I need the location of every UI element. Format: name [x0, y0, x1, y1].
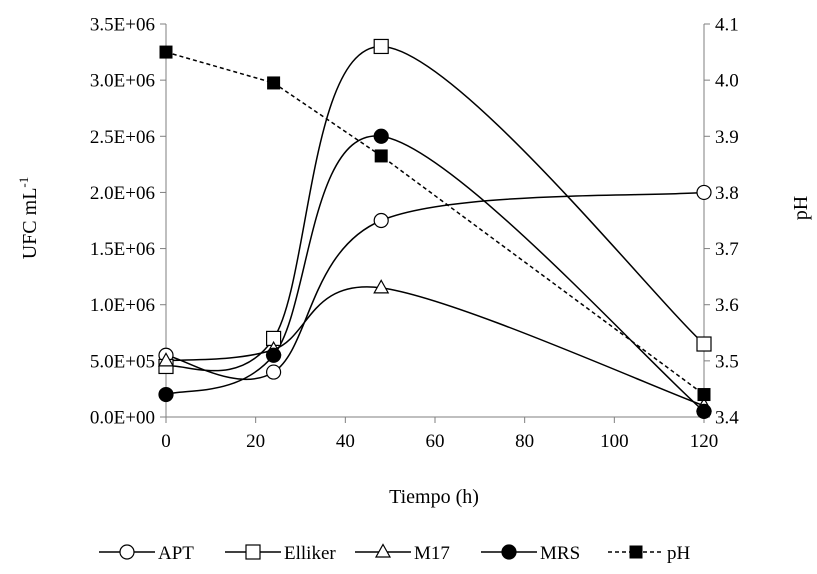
x-tick-label: 20 — [246, 431, 265, 452]
series-line-apt — [165, 191, 705, 381]
left-tick-label: 0.0E+00 — [90, 408, 155, 429]
left-y-axis-title-text: UFC mL — [19, 188, 41, 260]
x-tick-label: 60 — [426, 431, 445, 452]
legend-marker-ph — [629, 545, 643, 559]
series-markers — [157, 38, 713, 419]
data-point-elliker — [696, 336, 712, 352]
x-axis: 0 20 40 60 80 100 120 — [161, 417, 718, 452]
data-point-apt — [696, 184, 712, 201]
legend-label-ph: pH — [667, 543, 691, 564]
left-tick-label: 2.0E+06 — [90, 183, 155, 204]
legend-marker-mrs — [501, 544, 517, 560]
right-tick-label: 3.9 — [715, 127, 739, 148]
right-tick-label: 3.8 — [715, 183, 739, 204]
data-point-ph — [267, 76, 281, 90]
legend-label-apt: APT — [158, 543, 194, 564]
series-line-elliker — [165, 45, 705, 372]
legend-marker-apt — [119, 544, 135, 560]
x-tick-label: 40 — [336, 431, 355, 452]
right-tick-label: 3.4 — [715, 408, 739, 429]
legend-label-mrs: MRS — [540, 543, 580, 564]
right-y-axis: 3.4 3.5 3.6 3.7 3.8 3.9 4.0 4.1 — [704, 15, 739, 429]
series-line-mrs — [165, 135, 705, 412]
series-line-ph — [165, 51, 705, 396]
data-point-ph — [159, 45, 173, 59]
left-y-axis: 0.0E+00 5.0E+05 1.0E+06 1.5E+06 2.0E+06 2.5E+… — [90, 15, 166, 429]
data-point-m17 — [373, 279, 390, 294]
legend-marker-m17 — [374, 543, 392, 558]
left-y-axis-title-superscript: -1 — [16, 177, 31, 188]
x-tick-label: 120 — [690, 431, 719, 452]
legend-marker-elliker — [245, 544, 261, 560]
data-point-ph — [374, 149, 388, 163]
series-line-m17 — [165, 286, 705, 407]
x-tick-label: 100 — [600, 431, 629, 452]
x-axis-title: Tiempo (h) — [389, 486, 479, 508]
data-point-apt — [266, 364, 282, 380]
data-point-ph — [697, 388, 711, 402]
right-tick-label: 3.5 — [715, 351, 739, 372]
data-point-mrs — [266, 347, 282, 363]
data-point-m17 — [157, 352, 175, 367]
right-tick-label: 4.1 — [715, 15, 739, 36]
data-point-elliker — [373, 38, 389, 55]
data-point-mrs — [158, 386, 174, 403]
right-tick-label: 3.7 — [715, 239, 739, 260]
left-tick-label: 1.0E+06 — [90, 295, 155, 316]
data-point-mrs — [696, 403, 712, 419]
left-tick-label: 1.5E+06 — [90, 239, 155, 260]
data-point-apt — [373, 212, 389, 229]
series-lines — [165, 45, 705, 412]
legend: APT Elliker M17 MRS pH — [99, 543, 691, 564]
x-tick-label: 0 — [161, 431, 171, 452]
left-tick-label: 3.0E+06 — [90, 71, 155, 92]
right-tick-label: 4.0 — [715, 71, 739, 92]
left-y-axis-title: UFC mL-1 — [16, 177, 41, 260]
left-tick-label: 2.5E+06 — [90, 127, 155, 148]
legend-label-elliker: Elliker — [284, 543, 336, 564]
data-point-mrs — [373, 128, 389, 144]
right-tick-label: 3.6 — [715, 295, 739, 316]
x-tick-label: 80 — [515, 431, 534, 452]
right-y-axis-title: pH — [790, 196, 812, 220]
plot-frame — [165, 24, 705, 418]
legend-label-m17: M17 — [414, 543, 450, 564]
left-tick-label: 3.5E+06 — [90, 15, 155, 36]
left-tick-label: 5.0E+05 — [90, 351, 155, 372]
